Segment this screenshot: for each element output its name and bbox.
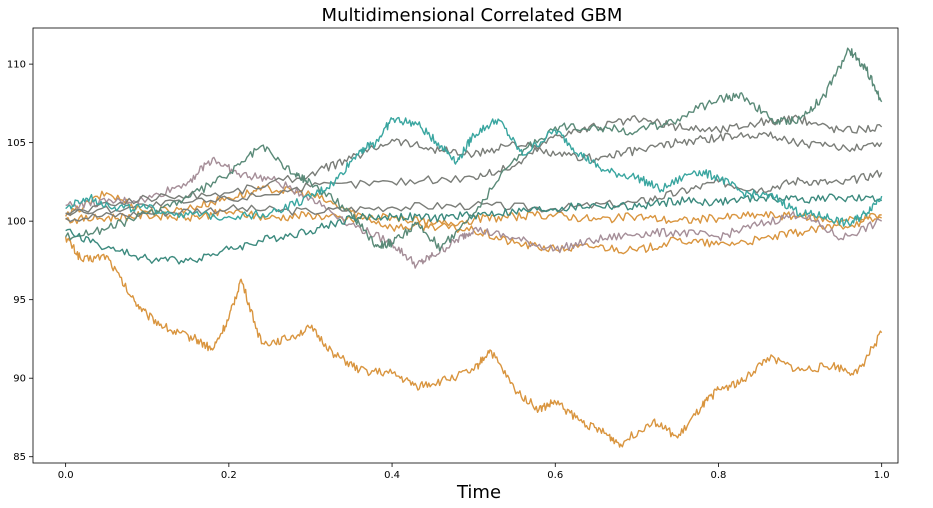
- y-tick-label: 100: [7, 217, 26, 228]
- series-line-3: [65, 208, 882, 228]
- series-line-8: [65, 47, 883, 252]
- x-axis: 0.0 0.2 0.4 0.6 0.8 1.0: [58, 463, 890, 481]
- y-axis: 85 90 95 100 105 110: [7, 60, 33, 463]
- x-axis-label: Time: [456, 482, 501, 503]
- series-line-10: [65, 116, 883, 227]
- y-tick-label: 90: [13, 374, 26, 385]
- chart-title: Multidimensional Correlated GBM: [322, 5, 623, 26]
- x-tick-label: 0.2: [221, 470, 237, 481]
- series-line-7: [65, 169, 883, 223]
- y-tick-label: 95: [13, 295, 26, 306]
- x-tick-label: 0.6: [547, 470, 563, 481]
- series-line-6: [65, 114, 883, 216]
- y-tick-label: 110: [7, 60, 26, 71]
- y-tick-label: 105: [7, 138, 26, 149]
- plot-frame: [32, 27, 899, 464]
- x-tick-label: 1.0: [874, 470, 890, 481]
- series-line-4: [65, 156, 883, 269]
- x-tick-label: 0.8: [711, 470, 727, 481]
- series-line-5: [65, 131, 883, 215]
- series-layer: [64, 47, 883, 448]
- series-line-1: [64, 236, 883, 448]
- x-tick-label: 0.0: [58, 470, 74, 481]
- x-tick-label: 0.4: [384, 470, 400, 481]
- y-tick-label: 85: [13, 452, 26, 463]
